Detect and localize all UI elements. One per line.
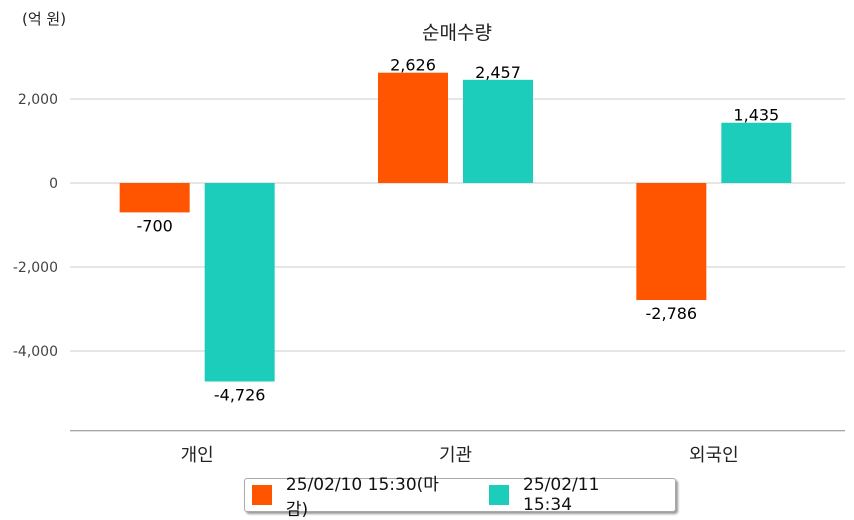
legend-swatch bbox=[489, 485, 510, 505]
bar-1-1 bbox=[463, 79, 533, 183]
data-label: 2,626 bbox=[390, 56, 436, 75]
x-tick-label: 외국인 bbox=[689, 445, 739, 466]
y-tick-label: -2,000 bbox=[13, 260, 58, 276]
bar-1-0 bbox=[204, 183, 275, 382]
data-label: 1,435 bbox=[733, 106, 779, 125]
x-tick-label: 개인 bbox=[181, 445, 214, 466]
legend: 25/02/10 15:30(마감) 25/02/11 15:34 bbox=[244, 475, 676, 520]
data-label: -2,786 bbox=[646, 304, 698, 323]
bar-0-1 bbox=[378, 72, 448, 183]
bar-1-2 bbox=[721, 122, 792, 183]
legend-swatch bbox=[252, 485, 272, 505]
data-label: -700 bbox=[137, 216, 173, 235]
bar-0-0 bbox=[119, 183, 190, 213]
y-tick-label: 2,000 bbox=[18, 92, 58, 108]
bar-chart: 2,000 0 -2,000 -4,000 개인 -700 -4,726 기관 2,626 2,4… bbox=[13, 56, 845, 466]
x-tick-label: 기관 bbox=[439, 445, 472, 466]
legend-label: 25/02/11 15:34 bbox=[523, 475, 600, 515]
y-axis-unit: (억 원) bbox=[22, 10, 67, 28]
bar-0-2 bbox=[636, 183, 707, 301]
y-tick-label: 0 bbox=[49, 176, 58, 192]
legend-label: 25/02/10 15:30(마감) bbox=[285, 475, 439, 520]
data-label: 2,457 bbox=[475, 63, 521, 82]
chart-title: 순매수량 bbox=[422, 22, 492, 44]
data-label: -4,726 bbox=[214, 385, 266, 404]
y-tick-label: -4,000 bbox=[13, 344, 58, 360]
legend-item-series-0[interactable]: 25/02/10 15:30(마감) bbox=[252, 470, 460, 520]
legend-item-series-1[interactable]: 25/02/11 15:34 bbox=[489, 475, 653, 515]
